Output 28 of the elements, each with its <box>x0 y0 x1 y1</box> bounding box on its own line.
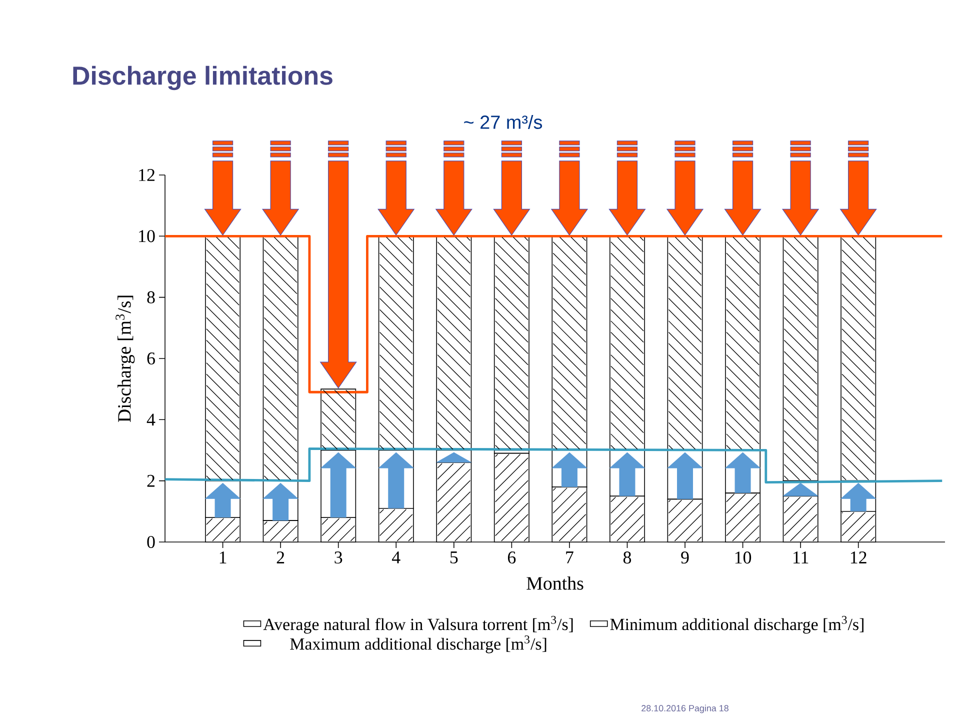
legend-label: Maximum additional discharge [m$^{3}$/s] <box>290 635 546 654</box>
legend-label: Average natural flow in Valsura torrent [m$^{3}$/s] <box>263 616 573 634</box>
x-tick-label: 3 <box>334 552 342 564</box>
text: 28.10.2016 Pagina 18 <box>642 704 728 714</box>
x-tick-label: 10 <box>735 552 752 564</box>
x-tick-label: 4 <box>392 551 400 564</box>
x-tick-label: 12 <box>850 552 866 564</box>
x-tick-label: 2 <box>276 552 284 564</box>
x-tick-label: 11 <box>794 552 808 564</box>
y-axis-title: Discharge [m$^{3}$/s] <box>116 296 135 422</box>
x-tick-label: 8 <box>623 552 632 564</box>
y-tick-label: 6 <box>147 352 155 365</box>
text: ~ 27 m³/s <box>464 115 542 129</box>
chart-title: Discharge limitations <box>73 66 332 90</box>
y-tick-label: 0 <box>147 536 155 548</box>
x-tick-label: 9 <box>681 552 689 564</box>
x-tick-label: 5 <box>450 551 458 564</box>
x-tick-label: 7 <box>566 551 574 564</box>
y-tick-label: 2 <box>147 474 155 487</box>
y-tick-label: 8 <box>147 291 155 304</box>
y-tick-label: 12 <box>139 169 155 181</box>
x-tick-label: 1 <box>220 552 226 564</box>
y-tick-label: 10 <box>139 230 155 242</box>
legend-label: Minimum additional discharge [m$^{3}$/s] <box>610 616 864 634</box>
y-tick-label: 4 <box>146 414 156 426</box>
x-axis-title: Months <box>526 576 584 590</box>
x-tick-label: 6 <box>508 552 516 564</box>
line-series <box>164 448 944 484</box>
